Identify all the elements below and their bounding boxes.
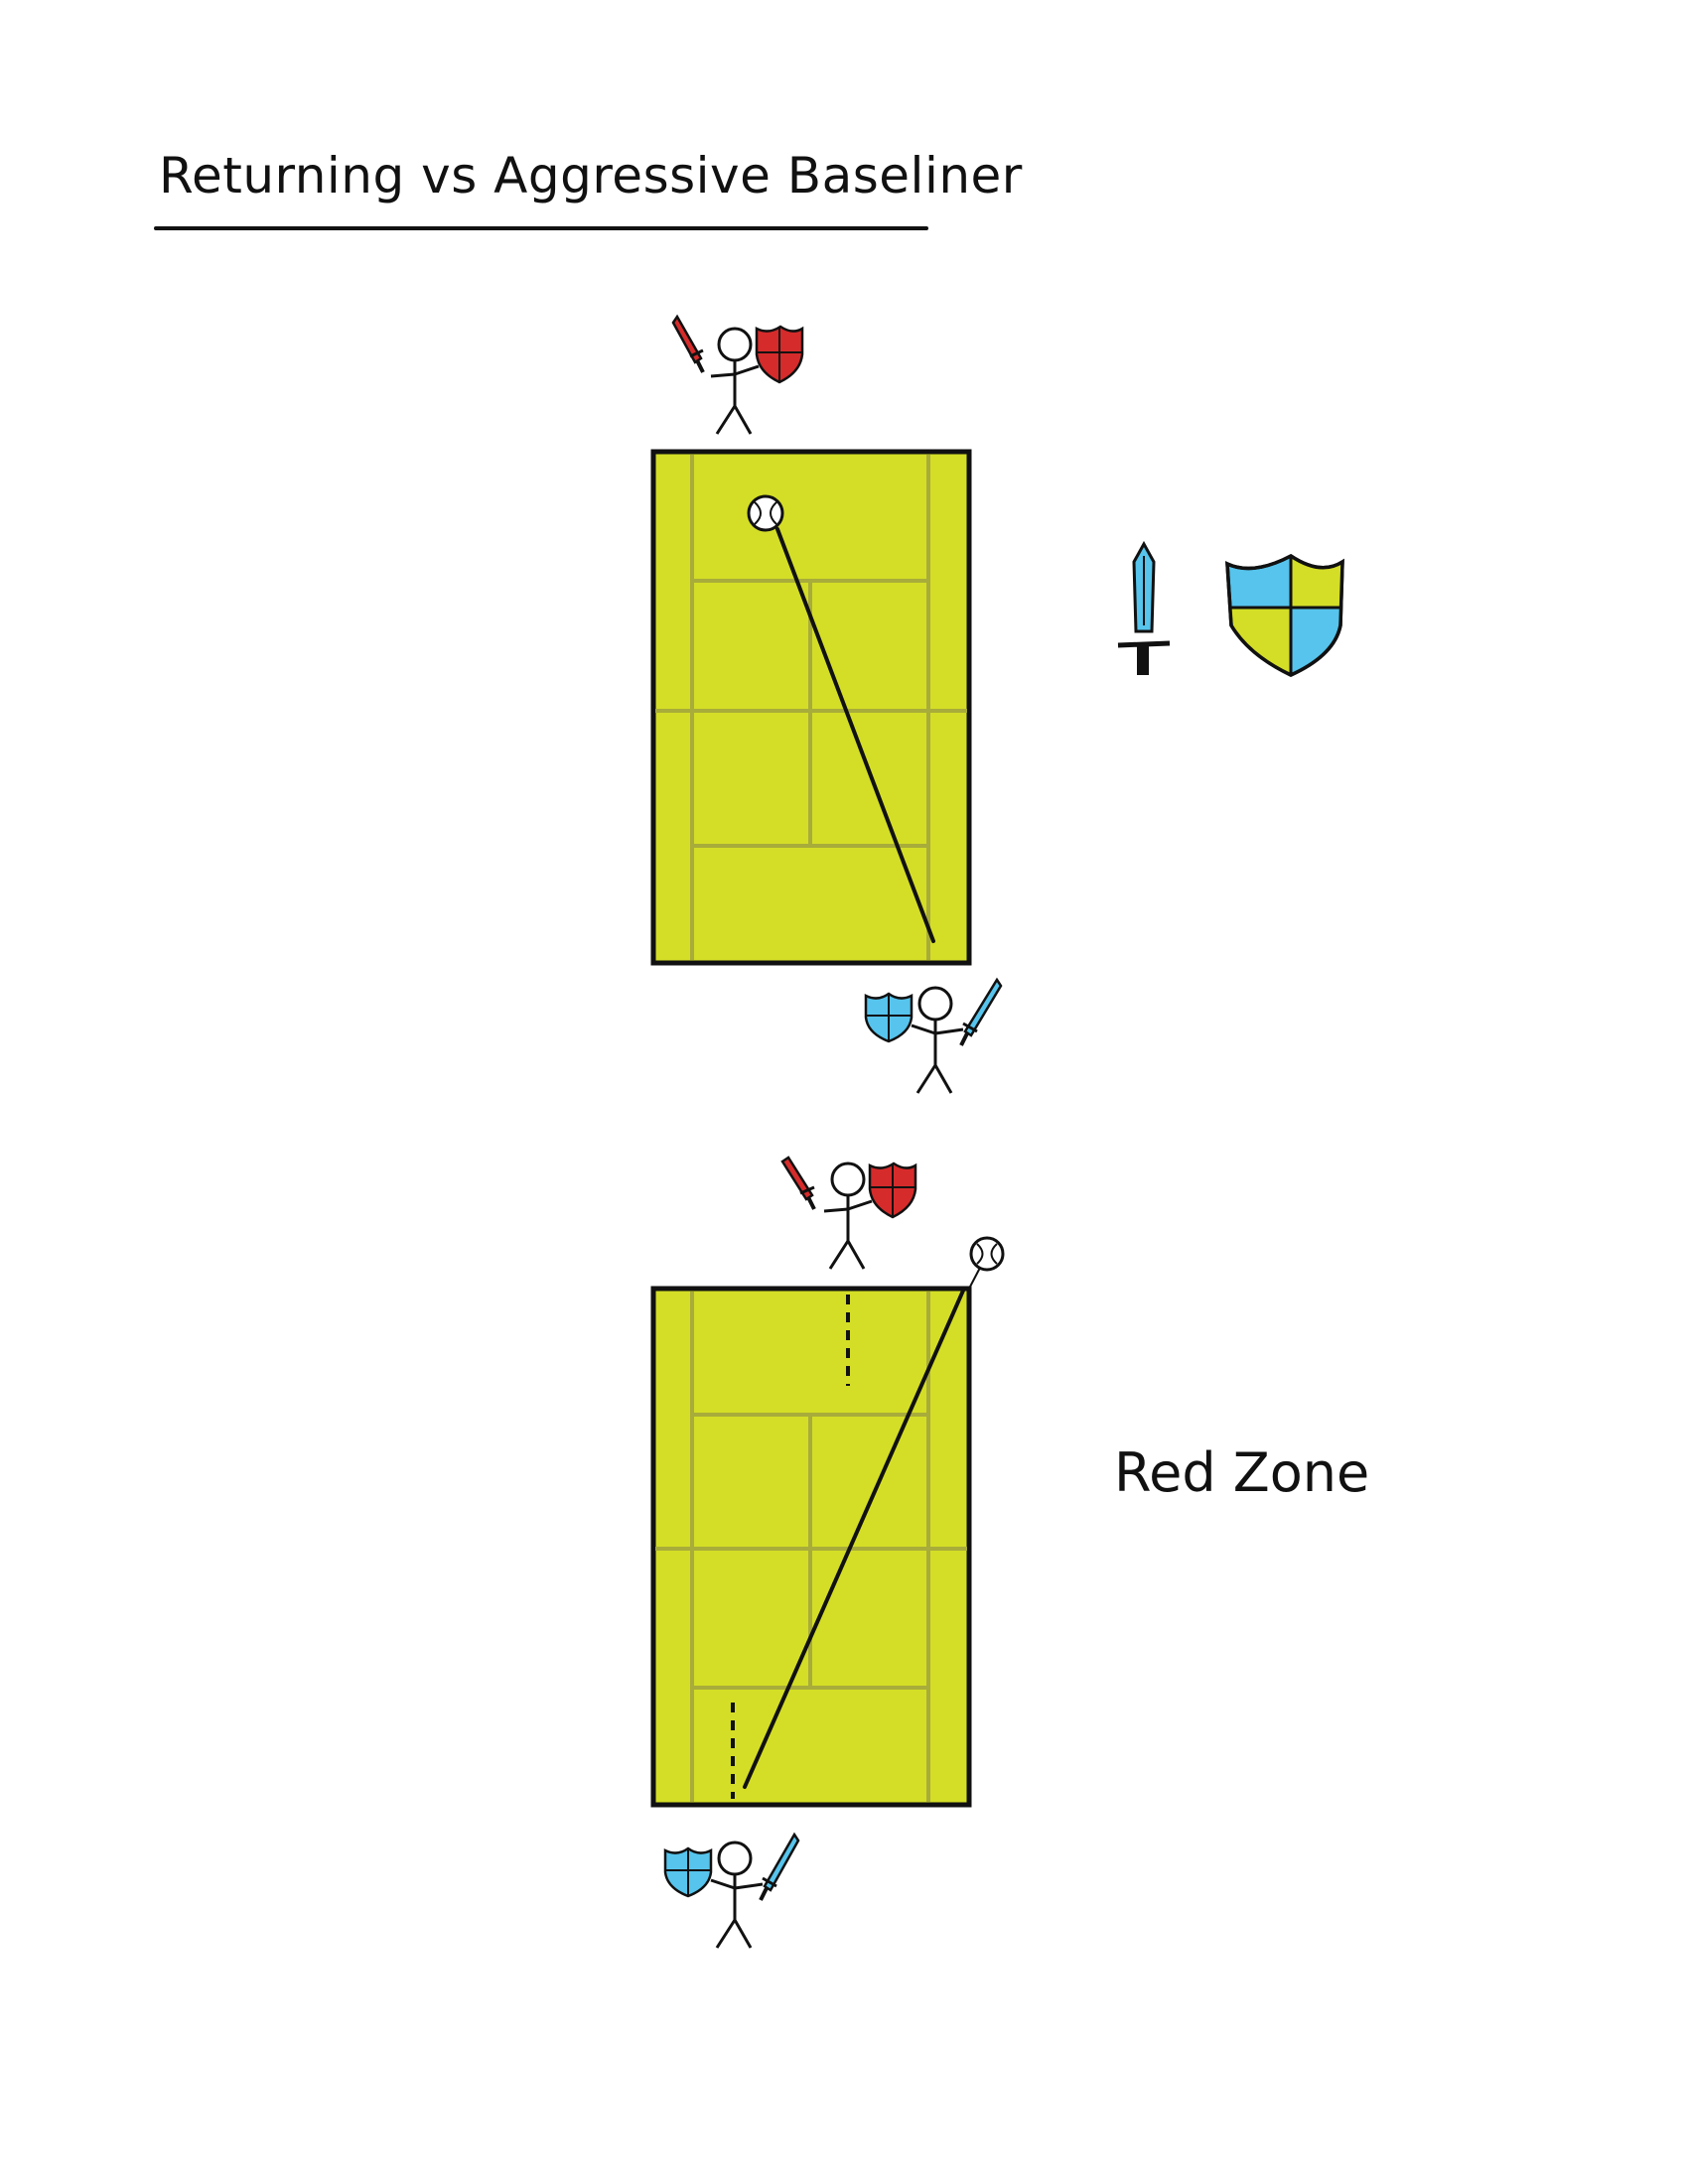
sword-icon xyxy=(780,1156,816,1210)
opponent-figure-top xyxy=(671,314,804,436)
bottom-shot-trajectory xyxy=(743,1289,965,1789)
page-title: Returning vs Aggressive Baseliner xyxy=(159,147,1023,205)
opponent-figure-bottom xyxy=(780,1156,917,1271)
shield-icon xyxy=(663,1846,713,1898)
sword-icon xyxy=(759,1832,800,1901)
legend-sword-icon xyxy=(1117,540,1171,675)
shield-icon xyxy=(868,1161,917,1219)
sword-icon xyxy=(959,977,1003,1046)
title-underline xyxy=(154,226,928,230)
top-shot-trajectory xyxy=(775,527,935,943)
sword-icon xyxy=(671,314,705,373)
tennis-ball-icon xyxy=(747,494,784,532)
shield-icon xyxy=(755,325,804,384)
legend-shield-icon xyxy=(1225,553,1344,677)
player-figure-bottom xyxy=(663,1832,800,1950)
player-figure-top xyxy=(864,977,1003,1095)
tennis-ball-icon xyxy=(969,1236,1005,1272)
red-zone-label: Red Zone xyxy=(1114,1441,1370,1504)
shield-icon xyxy=(864,992,914,1043)
court-bottom xyxy=(650,1286,972,1808)
court-top xyxy=(650,449,972,966)
